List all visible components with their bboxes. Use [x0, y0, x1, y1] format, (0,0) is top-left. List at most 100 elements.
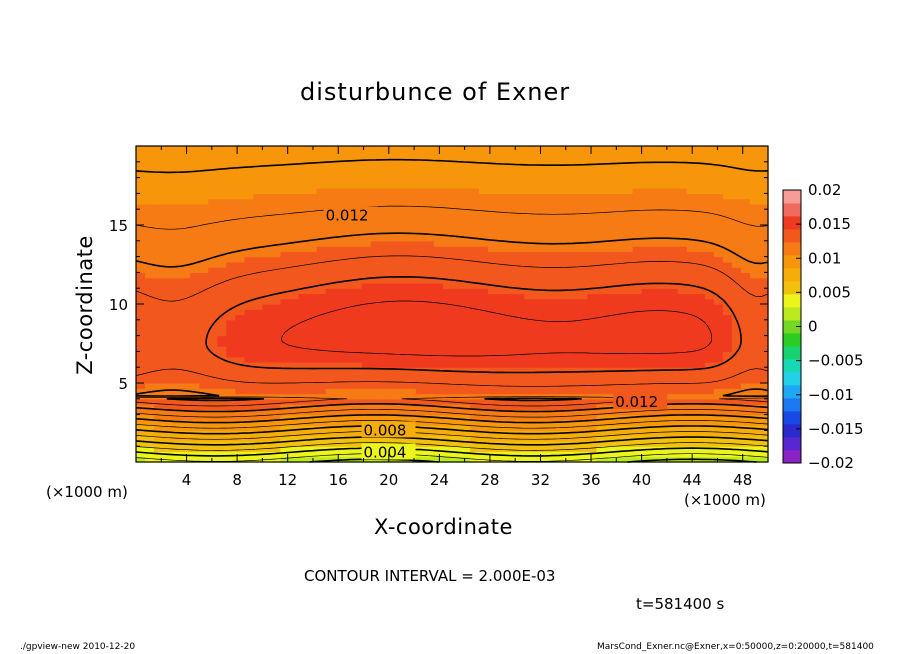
field-cell [352, 325, 363, 331]
field-cell [461, 182, 471, 189]
field-cell [722, 209, 733, 216]
field-cell [181, 209, 191, 216]
field-cell [280, 377, 291, 384]
field-cell [298, 361, 309, 368]
field-cell [713, 309, 724, 316]
field-cell [542, 256, 552, 263]
field-cell [145, 198, 155, 205]
field-cell [316, 219, 327, 226]
field-cell [316, 251, 327, 258]
field-cell [596, 393, 607, 400]
field-cell [181, 214, 191, 221]
field-cell [334, 230, 345, 237]
field-cell [569, 235, 579, 242]
field-cell [361, 367, 372, 374]
field-cell [190, 383, 200, 389]
field-cell [479, 372, 489, 379]
field-cell [470, 446, 480, 453]
field-cell [740, 203, 751, 210]
field-cell [506, 209, 516, 216]
field-cell [650, 167, 661, 173]
field-cell [262, 219, 273, 226]
field-cell [461, 251, 471, 258]
field-cell [542, 335, 552, 342]
field-cell [569, 188, 579, 194]
field-cell [758, 151, 769, 158]
field-cell [334, 377, 345, 384]
field-cell [424, 282, 435, 289]
field-cell [551, 230, 561, 237]
field-cell [524, 156, 534, 163]
field-cell [388, 235, 399, 242]
field-cell [307, 182, 318, 189]
field-cell [533, 319, 543, 326]
field-cell [515, 356, 525, 363]
field-cell [704, 293, 715, 300]
field-cell [596, 440, 607, 447]
field-cell [280, 261, 291, 268]
field-cell [497, 325, 507, 331]
field-cell [551, 235, 561, 242]
field-cell [253, 146, 263, 152]
field-cell [253, 304, 263, 310]
field-cell [172, 177, 182, 184]
field-cell [208, 272, 218, 279]
colorbar-swatch [783, 294, 801, 308]
field-cell [154, 193, 164, 200]
field-cell [190, 188, 200, 194]
field-cell [442, 304, 453, 310]
field-cell [695, 367, 706, 374]
field-cell [704, 388, 715, 395]
field-cell [298, 351, 309, 358]
field-cell [686, 425, 697, 431]
field-cell [226, 177, 236, 184]
field-cell [199, 282, 209, 289]
field-cell [271, 361, 282, 368]
field-cell [524, 230, 534, 237]
field-cell [361, 177, 372, 184]
field-cell [623, 388, 634, 395]
field-cell [722, 361, 733, 368]
field-cell [343, 261, 354, 268]
field-cell [298, 383, 309, 389]
field-cell [226, 398, 236, 405]
colorbar-swatch [783, 372, 801, 386]
field-cell [470, 161, 480, 168]
field-cell [695, 177, 706, 184]
field-cell [145, 267, 155, 273]
field-cell [379, 293, 390, 300]
field-cell [461, 356, 471, 363]
field-cell [217, 240, 227, 247]
field-cell [379, 251, 390, 258]
field-cell [136, 446, 146, 453]
field-cell [136, 293, 146, 300]
field-cell [605, 172, 616, 179]
contour-line [135, 232, 769, 413]
field-cell [181, 182, 191, 189]
field-cell [515, 451, 525, 458]
field-cell [379, 309, 390, 316]
field-cell [731, 456, 742, 463]
field-cell [217, 214, 227, 221]
field-cell [442, 456, 453, 463]
field-cell [352, 251, 363, 258]
field-cell [560, 351, 570, 358]
field-cell [280, 277, 291, 284]
field-cell [424, 277, 435, 284]
field-cell [397, 188, 408, 194]
field-cell [199, 456, 209, 463]
field-cell [749, 288, 760, 295]
field-cell [208, 309, 218, 316]
field-cell [217, 404, 227, 410]
field-cell [325, 404, 336, 410]
field-cell [542, 377, 552, 384]
field-cell [154, 319, 164, 326]
field-cell [578, 214, 589, 221]
field-cell [253, 230, 263, 237]
field-cell [280, 346, 291, 352]
field-cell [749, 446, 760, 453]
colorbar-swatch [783, 359, 801, 373]
field-cell [442, 167, 453, 173]
field-cell [226, 304, 236, 310]
field-cell [524, 151, 534, 158]
